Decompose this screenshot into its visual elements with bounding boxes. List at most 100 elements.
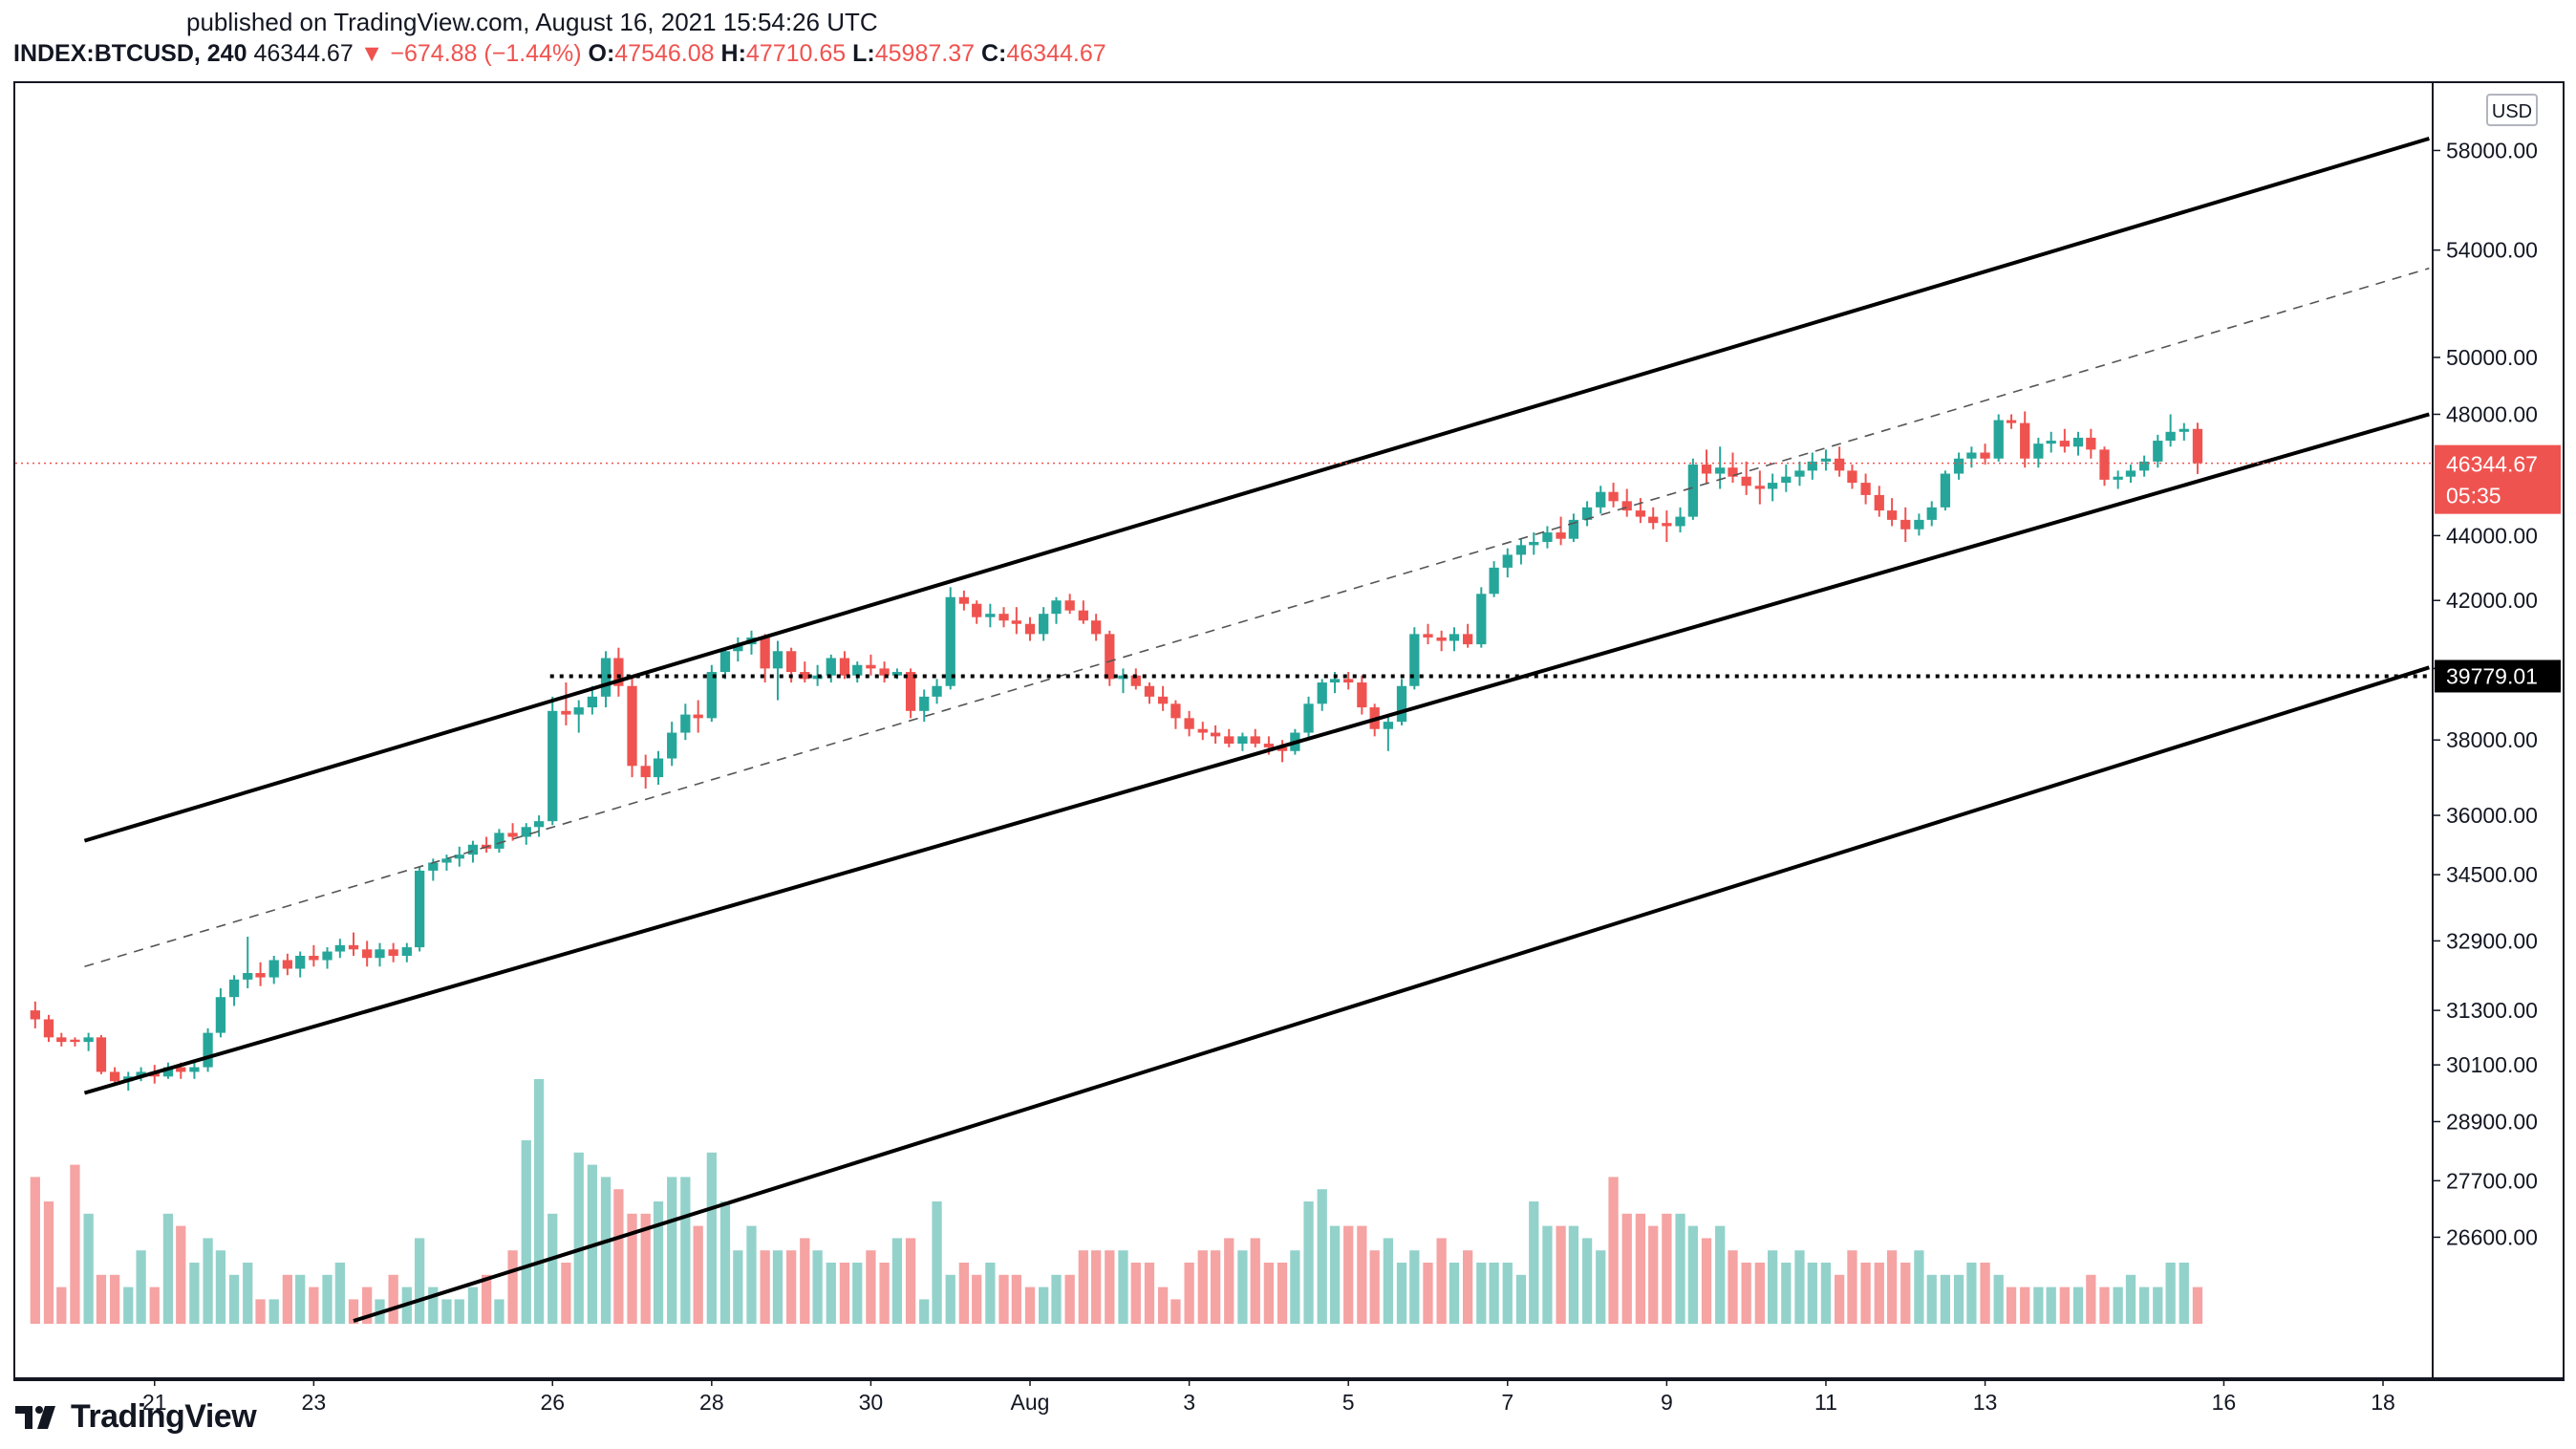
volume-bar	[1184, 1263, 1194, 1324]
candle-body	[162, 1067, 174, 1077]
candle-body	[1184, 718, 1194, 729]
candle-body	[1515, 545, 1527, 555]
x-tick-label: 18	[2371, 1390, 2395, 1415]
candle-body	[533, 821, 545, 828]
volume-bar	[1608, 1177, 1619, 1324]
volume-bar	[1781, 1263, 1792, 1324]
candle-body	[1436, 637, 1447, 641]
candle-body	[243, 973, 253, 980]
volume-bar	[1542, 1225, 1553, 1324]
volume-bar	[1210, 1250, 1221, 1324]
volume-bar	[1250, 1238, 1260, 1324]
trend-channel[interactable]	[83, 137, 2430, 1323]
candle-body	[1820, 458, 1832, 462]
volume-bar	[1980, 1263, 1990, 1324]
candle-body	[1834, 458, 1845, 471]
y-tick-label: 26600.00	[2446, 1224, 2538, 1249]
volume-bar	[905, 1238, 916, 1324]
volume-bar	[1701, 1238, 1712, 1324]
volume-bar	[1900, 1263, 1911, 1324]
volume-bar	[1820, 1263, 1832, 1324]
candle-body	[2086, 437, 2096, 450]
x-tick-label: 5	[1342, 1390, 1355, 1415]
volume-bar	[1011, 1274, 1021, 1324]
candle-body	[56, 1037, 67, 1043]
candle-body	[573, 707, 584, 715]
volume-bar	[1993, 1274, 2004, 1324]
candle-body	[1051, 600, 1062, 615]
support-level-label: 39779.01	[2446, 663, 2538, 688]
volume-bar	[785, 1250, 797, 1324]
candle-body	[800, 672, 810, 680]
candle-body	[1197, 728, 1208, 733]
volume-bar	[760, 1250, 770, 1324]
candle-body	[2165, 431, 2176, 442]
candle-body	[189, 1067, 200, 1072]
volume-bar	[1130, 1263, 1141, 1324]
channel-upper-line[interactable]	[83, 137, 2430, 843]
volume-bar	[388, 1274, 398, 1324]
candle-body	[1263, 744, 1275, 747]
volume-bar	[772, 1250, 784, 1324]
volume-bar	[693, 1225, 703, 1324]
channel-extension-line[interactable]	[353, 665, 2430, 1323]
chart-frame	[13, 81, 2565, 1381]
y-tick-label: 42000.00	[2446, 588, 2538, 613]
volume-bar	[680, 1177, 691, 1324]
candle-body	[176, 1067, 186, 1072]
volume-bar	[1768, 1250, 1778, 1324]
volume-bar	[1423, 1263, 1433, 1324]
candle-body	[1926, 507, 1937, 520]
volume-bar	[1409, 1250, 1420, 1324]
volume-bar	[866, 1250, 876, 1324]
candle-body	[1144, 685, 1155, 697]
candle-body	[1662, 523, 1672, 527]
volume-bar	[1290, 1250, 1300, 1324]
candle-body	[1529, 542, 1539, 546]
candle-body	[919, 696, 930, 711]
volume-bar	[561, 1263, 571, 1324]
candle-body	[1489, 567, 1499, 595]
volume-bar	[746, 1225, 757, 1324]
volume-bar	[1515, 1274, 1527, 1324]
y-tick-label: 48000.00	[2446, 401, 2538, 426]
volume-bar	[521, 1140, 531, 1324]
candle-body	[1343, 679, 1354, 683]
volume-bar	[1860, 1263, 1871, 1324]
volume-bar	[1383, 1238, 1393, 1324]
currency-badge[interactable]: USD	[2486, 94, 2538, 126]
volume-bar	[109, 1274, 120, 1324]
volume-bar	[1039, 1287, 1049, 1324]
volume-bar	[839, 1263, 850, 1324]
candle-body	[1449, 634, 1460, 641]
candle-body	[1794, 470, 1805, 477]
volume-bar	[547, 1213, 558, 1324]
candle-body	[1502, 554, 1513, 568]
channel-lower-line[interactable]	[83, 412, 2430, 1095]
volume-bar	[600, 1177, 612, 1324]
volume-bar	[1568, 1225, 1579, 1324]
volume-bar	[203, 1238, 213, 1324]
volume-bar	[1966, 1263, 1977, 1324]
candle-body	[826, 658, 836, 676]
volume-bar	[1502, 1263, 1513, 1324]
candle-body	[1596, 491, 1606, 508]
volume-bar	[1343, 1225, 1354, 1324]
volume-bar	[1581, 1238, 1593, 1324]
volume-bar	[573, 1152, 584, 1324]
candle-body	[1383, 722, 1393, 729]
volume-bar	[958, 1263, 970, 1324]
candle-body	[428, 862, 439, 871]
volume-bar	[1715, 1225, 1726, 1324]
price-change: −674.88 (−1.44%)	[390, 40, 582, 67]
candle-body	[1781, 476, 1792, 484]
candle-body	[255, 973, 266, 978]
volume-bar	[1914, 1250, 1924, 1324]
volume-bar	[1754, 1263, 1765, 1324]
volume-bar	[667, 1177, 677, 1324]
volume-bar	[1687, 1225, 1698, 1324]
candle-body	[415, 870, 425, 948]
candle-body	[388, 949, 398, 957]
channel-middle-line[interactable]	[84, 267, 2430, 968]
